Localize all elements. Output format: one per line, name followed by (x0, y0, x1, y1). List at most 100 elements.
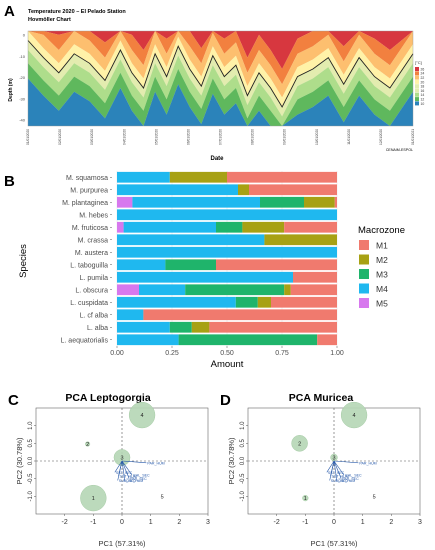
pca-x-tick-label: 0 (120, 519, 124, 526)
macrozone-legend-swatch (359, 298, 369, 308)
hovmoller-x-tick: 01/01/2021 (411, 129, 415, 145)
bar-segment-m2 (257, 296, 271, 308)
hovmoller-credit: CENAIM-ESPOL (386, 148, 413, 152)
pca-site-label: 2 (298, 441, 301, 447)
pca-y-tick-label: -0.5 (240, 473, 246, 484)
macrozone-legend-swatch (359, 240, 369, 250)
macrozone-legend-label: M3 (376, 270, 388, 280)
pca-x-label: PC1 (57.31%) (98, 539, 146, 548)
bar-segment-m3 (185, 284, 285, 296)
pca-y-tick-label: 0.0 (240, 456, 246, 465)
bar-x-tick-label: 0.25 (165, 350, 179, 357)
bar-segment-m3 (169, 321, 192, 333)
panel-letter-a: A (4, 3, 15, 20)
hovmoller-y-tick: -40 (19, 118, 26, 123)
hovmoller-legend-title: [°C] (415, 60, 422, 65)
bar-segment-m4 (117, 271, 293, 283)
macrozone-legend-label: M5 (376, 299, 388, 309)
bar-category-label: M. squamosa (66, 175, 108, 182)
pca-x-tick-label: -2 (62, 519, 68, 526)
pca-loading-arrow (121, 460, 126, 481)
macrozone-stacked-bar-chart: M. squamosa M. purpurea M. plantaginea M. h… (18, 171, 405, 370)
pca-leptogorgia-title: PCA Leptogorgia (65, 392, 151, 404)
pca-loading-arrow (117, 460, 123, 481)
bar-category-label: L. cf alba (80, 312, 109, 319)
hovmoller-x-tick: 05/01/2020 (154, 129, 158, 145)
hovmoller-x-tick: 02/01/2020 (58, 129, 62, 145)
pca-site-circle (330, 453, 338, 462)
temperature-band (28, 40, 413, 117)
pca-site-label: 3 (120, 455, 123, 461)
bar-segment-m1 (290, 284, 337, 296)
pca-loading-label: SST_SEC (116, 471, 133, 475)
hovmoller-legend-swatch (415, 97, 419, 102)
bar-category-label: L. taboguilla (70, 262, 108, 269)
hovmoller-legend-swatch (415, 71, 419, 76)
bar-segment-m4 (123, 221, 216, 233)
pca-loading-arrow (333, 460, 338, 481)
bar-segment-m1 (334, 196, 337, 208)
bar-category-label: M. plantaginea (62, 200, 108, 207)
pca-loading-label: CHL_HUM (338, 479, 355, 483)
hovmoller-y-tick: -10 (19, 54, 26, 59)
hovmoller-x-tick: 04/01/2020 (122, 129, 126, 145)
panel-letter-d: D (220, 392, 231, 409)
bar-category-label: L. obscura (75, 287, 108, 294)
pca-loading-arrow (333, 460, 345, 476)
bar-segment-m4 (117, 234, 265, 246)
pca-x-tick-label: 0 (332, 519, 336, 526)
hovmoller-legend-swatch (415, 101, 419, 106)
pca-site-circle (302, 494, 309, 502)
hovmoller-y-tick: -20 (19, 75, 26, 80)
pca-x-tick-label: -1 (302, 519, 308, 526)
pca-y-tick-label: 1.0 (240, 421, 246, 430)
hovmoller-legend-value: 18 (421, 85, 425, 89)
hovmoller-legend-value: 22 (421, 76, 425, 80)
pca-loading-label: CHL_SEC (133, 474, 150, 478)
bar-x-tick-label: 0.50 (220, 350, 234, 357)
pca-x-tick-label: 2 (389, 519, 393, 526)
bar-segment-m5 (117, 221, 124, 233)
pca-loading-arrow (121, 460, 147, 464)
pca-site-label: 2 (86, 442, 89, 448)
pca-site-label: 3 (332, 455, 335, 461)
bar-segment-m4 (132, 196, 260, 208)
bar-segment-m2 (191, 321, 210, 333)
hovmoller-subtitle: Hovmöller Chart (28, 17, 71, 23)
panel-letter-c: C (8, 392, 19, 409)
pca-y-tick-label: 1.0 (28, 421, 34, 430)
hovmoller-x-tick: 01/01/2020 (26, 129, 30, 145)
bar-segment-m1 (209, 321, 337, 333)
bar-x-tick-label: 0.00 (110, 350, 124, 357)
bar-category-label: L. aequatorialis (61, 337, 109, 344)
pca-loading-arrow (329, 460, 335, 481)
hovmoller-legend-swatch (415, 79, 419, 84)
bar-segment-m1 (317, 334, 337, 346)
bar-category-label: L. pumila (80, 275, 109, 282)
bar-segment-m4 (117, 184, 238, 196)
hovmoller-x-tick: 03/01/2020 (90, 129, 94, 145)
bar-segment-m1 (216, 259, 337, 271)
pca-loading-arrow (333, 460, 342, 479)
hovmoller-x-tick: 09/01/2020 (283, 129, 287, 145)
pca-loading-label: CHL_SEC (345, 474, 362, 478)
temperature-band (28, 31, 413, 98)
pca-x-tick-label: 1 (149, 519, 153, 526)
hovmoller-x-tick: 07/01/2020 (219, 129, 223, 145)
pca-site-label: 5 (161, 494, 164, 500)
hovmoller-y-label: Depth (m) (8, 78, 14, 102)
pca-muricea-chart: PCA Muricea 42315PAR_HUMSST_SECSST_HUMCH… (227, 392, 422, 548)
pca-x-tick-label: 3 (418, 519, 422, 526)
hovmoller-chart: Temperature 2020 – El Pelado Station Hov… (8, 9, 424, 162)
bar-segment-m4 (117, 296, 236, 308)
pca-site-circle (291, 435, 308, 452)
bar-segment-m4 (117, 334, 179, 346)
bar-segment-m2 (304, 196, 335, 208)
pca-x-tick-label: -2 (274, 519, 280, 526)
macrozone-legend-swatch (359, 254, 369, 265)
pca-x-tick-label: 1 (361, 519, 365, 526)
macrozone-legend-label: M1 (376, 241, 388, 251)
bar-category-label: M. crassa (78, 237, 108, 244)
bar-segment-m2 (264, 234, 337, 246)
